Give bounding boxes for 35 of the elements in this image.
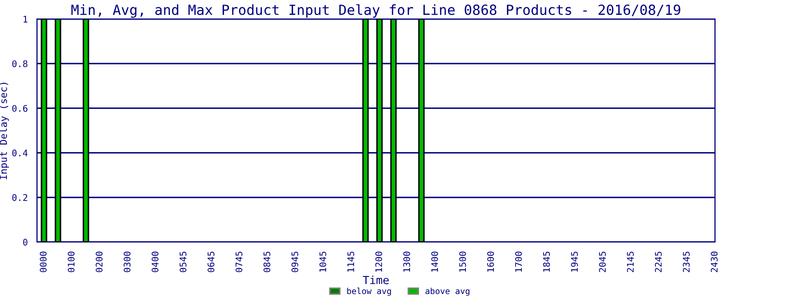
x-tick-label: 1700 [515, 252, 522, 272]
x-tick-label: 0000 [40, 252, 47, 272]
legend-label: above avg [426, 288, 470, 296]
x-tick-label: 1400 [431, 252, 438, 272]
x-tick-label: 0845 [263, 252, 270, 272]
chart-title: Min, Avg, and Max Product Input Delay for Line 0868 Products - 2016/08/19 [71, 4, 680, 18]
x-tick-label: 0945 [291, 252, 298, 272]
x-tick-label: 2245 [654, 252, 662, 272]
y-tick-label: 0.8 [12, 60, 28, 68]
x-tick-label: 1045 [319, 252, 326, 272]
x-tick-label: 1600 [487, 252, 494, 272]
x-tick-label: 1945 [571, 252, 578, 272]
x-tick-label: 2345 [682, 252, 690, 272]
x-tick-label: 2045 [598, 252, 606, 272]
y-tick-label: 0.2 [12, 194, 28, 201]
legend-label: below avg [347, 288, 391, 296]
x-tick-label: 0100 [68, 252, 75, 272]
x-tick-label: 1200 [375, 252, 382, 272]
x-tick-label: 1845 [543, 252, 550, 272]
y-tick-label: 0.4 [12, 150, 28, 156]
x-tick-label: 2430 [710, 252, 718, 272]
x-tick-label: 0300 [124, 252, 131, 272]
x-tick-label: 2145 [626, 252, 634, 272]
y-tick-label: 0 [23, 238, 28, 246]
x-tick-label: 1500 [459, 252, 466, 272]
x-tick-label: 1145 [347, 252, 354, 272]
x-axis-title: Time [362, 276, 389, 284]
x-tick-label: 0200 [96, 252, 103, 272]
x-tick-label: 0745 [236, 252, 242, 272]
y-tick-label: 1 [24, 16, 28, 22]
x-tick-label: 0400 [152, 252, 158, 272]
x-tick-label: 0645 [208, 252, 214, 272]
x-tick-label: 1300 [403, 252, 410, 272]
x-tick-label: 0545 [180, 252, 186, 272]
y-tick-label: 0.6 [12, 104, 28, 112]
